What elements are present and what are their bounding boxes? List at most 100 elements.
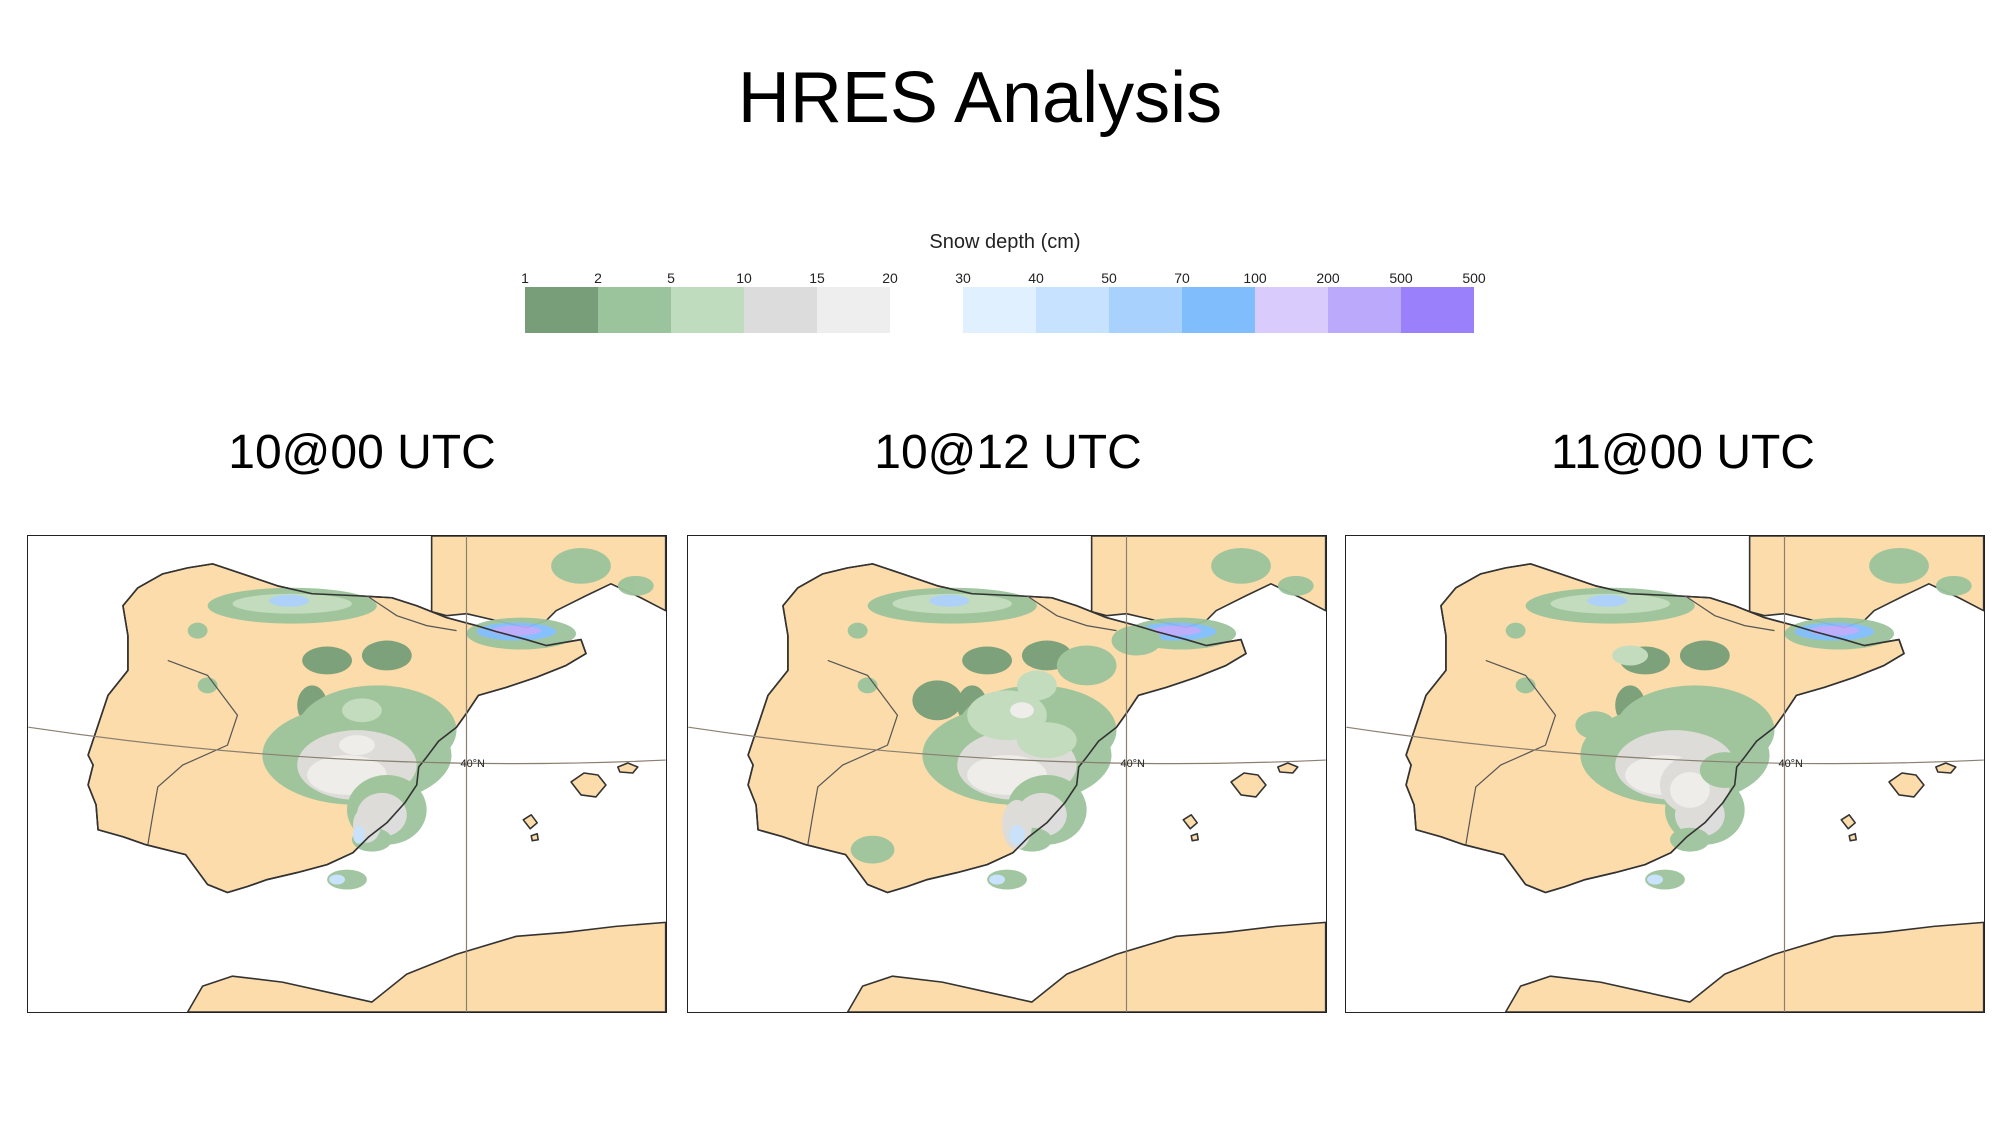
map-panel-3: 40°N <box>1345 535 1985 1013</box>
snow-depth-patch <box>1277 575 1314 596</box>
snow-depth-patch <box>339 735 375 756</box>
snow-depth-field <box>1505 547 1972 890</box>
coastline <box>87 563 587 894</box>
legend-tick-label: 30 <box>955 270 971 286</box>
land-menorca <box>1277 762 1299 774</box>
country-border <box>147 659 239 845</box>
snow-depth-patch <box>361 640 412 671</box>
legend-swatch <box>1328 287 1401 333</box>
land-mallorca <box>570 772 607 798</box>
legend-tick-label: 500 <box>1389 270 1413 286</box>
snow-depth-patch <box>929 594 970 607</box>
land-menorca <box>1935 762 1957 774</box>
snow-depth-legend: Snow depth (cm) 1 2 5 10 15 20 30 40 50 70 100 200 5… <box>521 230 1486 340</box>
panel-label-1: 10@00 UTC <box>228 426 496 479</box>
snow-depth-patch <box>269 594 310 607</box>
snow-depth-patch <box>1111 625 1162 656</box>
snow-depth-patch <box>1647 874 1664 885</box>
snow-depth-patch <box>551 547 611 584</box>
legend-swatch <box>744 287 817 333</box>
legend-tick-label: 5 <box>667 270 675 286</box>
land-form <box>1190 832 1199 842</box>
country-border <box>1684 595 1775 632</box>
snow-depth-map-1: 40°N <box>28 536 666 1012</box>
snow-depth-patch <box>1809 625 1860 636</box>
legend-tick-label: 15 <box>809 270 825 286</box>
snow-depth-patch <box>352 825 365 844</box>
country-border <box>807 659 899 845</box>
land-ibiza <box>1182 814 1198 830</box>
snow-depth-patch <box>847 622 868 639</box>
latitude-label: 40°N <box>1779 758 1803 770</box>
legend-tick-label: 1 <box>521 270 529 286</box>
legend-swatch <box>671 287 744 333</box>
legend-swatch <box>1182 287 1255 333</box>
snow-depth-map-3: 40°N <box>1346 536 1984 1012</box>
snow-depth-patch <box>1016 670 1057 701</box>
latitude-line <box>688 726 1326 765</box>
country-border <box>366 595 457 632</box>
snow-depth-map-2: 40°N <box>688 536 1326 1012</box>
snow-depth-field <box>187 547 654 890</box>
legend-swatch <box>598 287 671 333</box>
legend-swatch <box>1109 287 1182 333</box>
land-africa <box>1504 921 1984 1012</box>
map-panel-2: 40°N <box>687 535 1327 1013</box>
latitude-line <box>28 726 666 765</box>
panel-label-3: 11@00 UTC <box>1551 426 1815 479</box>
snow-depth-patch <box>1612 645 1649 666</box>
land-mallorca <box>1888 772 1925 798</box>
legend-swatch <box>817 287 890 333</box>
snow-depth-patch <box>1869 547 1929 584</box>
page-title: HRES Analysis <box>737 58 1223 138</box>
legend-swatch <box>1401 287 1474 333</box>
legend-tick-label: 50 <box>1101 270 1117 286</box>
snow-depth-patch <box>329 874 346 885</box>
snow-depth-patch <box>187 622 208 639</box>
legend-tick-label: 500 <box>1462 270 1486 286</box>
snow-depth-patch <box>1935 575 1972 596</box>
map-panel-1: 40°N <box>27 535 667 1013</box>
land-form <box>530 832 539 842</box>
snow-depth-patch <box>1008 824 1025 845</box>
panel-label-2: 10@12 UTC <box>874 426 1142 479</box>
land-ibiza <box>1840 814 1856 830</box>
land-africa <box>846 921 1326 1012</box>
snow-depth-patch <box>1009 702 1034 719</box>
land-mallorca <box>1230 772 1267 798</box>
legend-tick-label: 20 <box>882 270 898 286</box>
snow-depth-patch <box>1645 869 1685 890</box>
land-form <box>1848 832 1857 842</box>
legend-swatch <box>525 287 598 333</box>
snow-depth-patch <box>1699 752 1750 788</box>
country-border <box>1026 595 1117 632</box>
snow-depth-patch <box>491 625 542 636</box>
land-africa <box>186 921 666 1012</box>
snow-depth-patch <box>1679 640 1730 671</box>
legend-swatch <box>1036 287 1109 333</box>
snow-depth-patch <box>1056 645 1117 686</box>
snow-depth-patch <box>617 575 654 596</box>
legend-tick-label: 100 <box>1243 270 1267 286</box>
snow-depth-patch <box>989 874 1006 885</box>
snow-depth-patch <box>342 698 382 723</box>
legend-title: Snow depth (cm) <box>929 231 1081 253</box>
legend-tick-label: 10 <box>736 270 752 286</box>
snow-depth-patch <box>912 680 963 721</box>
snow-depth-patch <box>962 646 1012 675</box>
latitude-line <box>1346 726 1984 765</box>
legend-tick-label: 200 <box>1316 270 1340 286</box>
coastline <box>747 563 1247 894</box>
snow-depth-patch <box>1669 827 1710 852</box>
legend-tick-label: 70 <box>1174 270 1190 286</box>
snow-depth-patch <box>1587 594 1628 607</box>
snow-depth-patch <box>1211 547 1271 584</box>
latitude-label: 40°N <box>1121 758 1145 770</box>
land-menorca <box>617 762 639 774</box>
snow-depth-patch <box>1575 711 1616 740</box>
legend-tick-label: 2 <box>594 270 602 286</box>
legend-swatch <box>1255 287 1328 333</box>
snow-depth-patch <box>302 646 352 675</box>
country-border <box>1465 659 1557 845</box>
coastline <box>1405 563 1905 894</box>
